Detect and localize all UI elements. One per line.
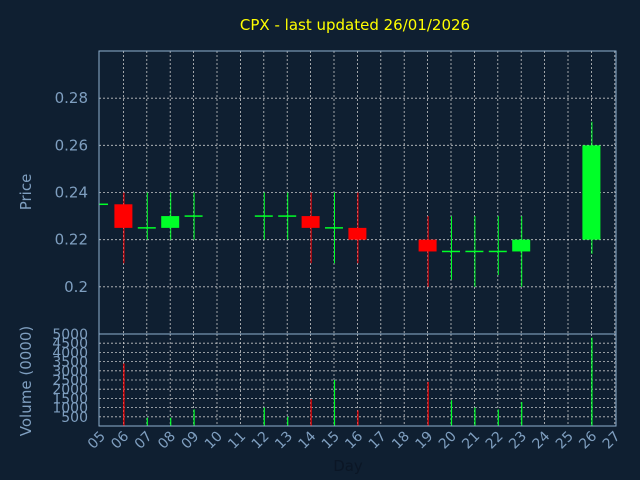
candle-body: [99, 203, 108, 206]
candle-body: [161, 216, 180, 228]
price-panel: 0.2 0.22 0.24 0.26 0.28 Price: [17, 50, 617, 335]
candle-body: [184, 215, 203, 217]
price-y-tick-label: 0.24: [55, 184, 88, 202]
candle-body: [278, 215, 297, 217]
volume-y-tick-label: 2000: [52, 382, 88, 398]
volume-y-tick-label: 4000: [52, 345, 88, 361]
volume-frame: [98, 333, 617, 427]
candle-body: [582, 145, 601, 240]
price-y-tick-label: 0.22: [55, 231, 88, 249]
volume-y-tick-label: 5000: [52, 327, 88, 343]
candle-body: [301, 216, 320, 228]
volume-y-tick-label: 500: [61, 410, 88, 426]
x-axis-label: Day: [333, 457, 363, 475]
candle-body: [348, 227, 367, 240]
candle-body: [488, 250, 507, 253]
volume-bars: [123, 337, 593, 426]
volume-axis-label: Volume (0000): [17, 326, 35, 436]
candle-body: [442, 250, 460, 253]
volume-y-tick-label: 3500: [52, 355, 88, 371]
volume-y-tick-label: 2500: [52, 373, 88, 389]
candle-body: [418, 239, 437, 252]
price-y-tick-label: 0.2: [64, 278, 88, 296]
price-y-tick-label: 0.26: [55, 136, 88, 154]
candle-body: [254, 215, 273, 217]
candle-body: [325, 227, 343, 229]
candle-body: [137, 227, 156, 229]
price-axis-label: Price: [17, 174, 35, 211]
candle-body: [465, 250, 484, 253]
volume-y-tick-label: 1000: [52, 401, 88, 417]
candle-body: [114, 204, 133, 228]
price-candles: [99, 121, 601, 287]
volume-y-tick-label: 3000: [52, 364, 88, 380]
volume-panel: 500100015002000250030003500400045005000 …: [17, 326, 617, 436]
volume-y-tick-label: 1500: [52, 391, 88, 407]
volume-y-tick-label: 4500: [52, 336, 88, 352]
x-ticks: 05 06 07 08 09 10 11 12 13 14 15 16 17 18 19 20 21 22 23 24…: [85, 428, 624, 452]
chart-title: CPX - last updated 26/01/2026: [240, 16, 470, 34]
price-y-ticks: 0.2 0.22 0.24 0.26 0.28: [55, 89, 88, 296]
candle-body: [512, 239, 531, 252]
price-y-tick-label: 0.28: [55, 89, 88, 107]
